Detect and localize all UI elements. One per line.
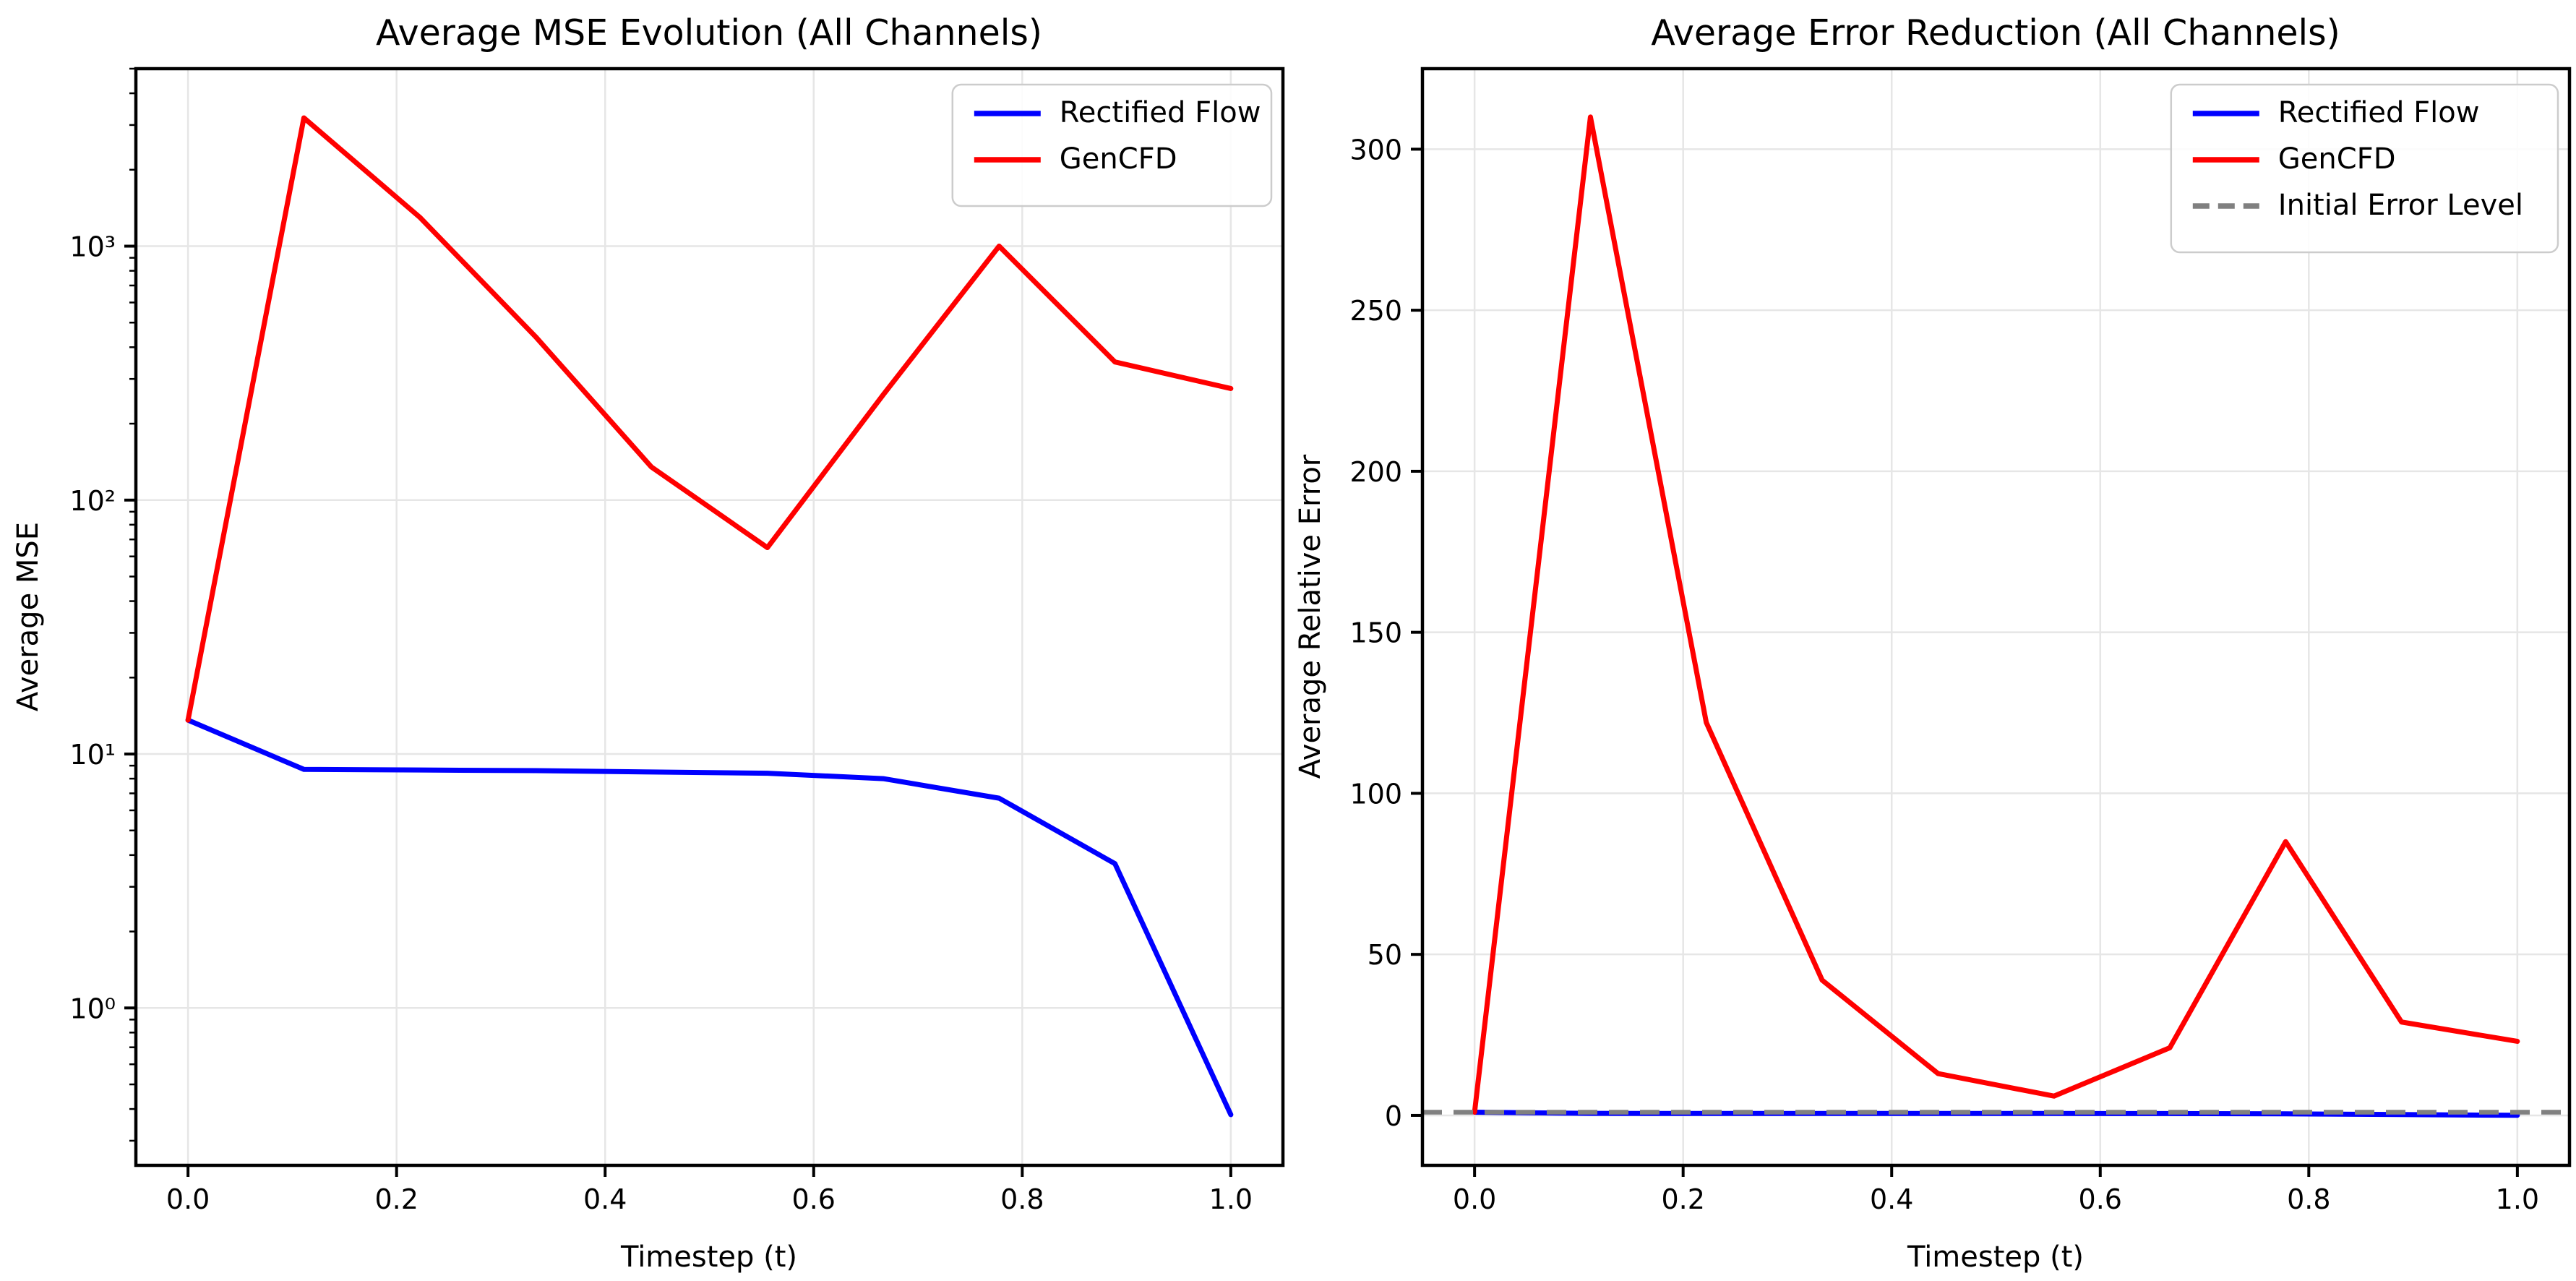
series-line-gencfd [185, 115, 1234, 723]
legend: Rectified Flow GenCFD Initial Error Level [2170, 83, 2559, 254]
y-tick-label: 50 [1368, 939, 1402, 971]
x-tick-label: 0.0 [166, 1183, 210, 1215]
x-tick-label: 0.4 [583, 1183, 627, 1215]
axes-spines [1420, 67, 2572, 1168]
mse-y-axis-label: Average MSE [12, 522, 45, 711]
legend-label-rectified-flow: Rectified Flow [1060, 96, 1261, 129]
mse-x-axis-label: Timestep (t) [620, 1241, 797, 1274]
y-tick-label: 200 [1349, 456, 1402, 488]
mse-chart-title: Average MSE Evolution (All Channels) [376, 12, 1042, 53]
x-tick-label: 0.2 [374, 1183, 418, 1215]
x-tick-label: 0.4 [1870, 1183, 1913, 1215]
y-tick-label: 10³ [69, 231, 116, 263]
x-tick-label: 0.8 [1000, 1183, 1044, 1215]
legend-label-rectified-flow: Rectified Flow [2278, 96, 2480, 129]
mse-evolution-chart: 0.0 0.2 0.4 0.6 0.8 1.0 10⁰ 10¹ 10² 10³ Rectified … [12, 12, 1285, 1274]
error-chart-title: Average Error Reduction (All Channels) [1651, 12, 2340, 53]
series-line-rectified-flow [185, 717, 1234, 1118]
legend-label-initial-error-level: Initial Error Level [2278, 189, 2523, 222]
legend-box [2170, 83, 2559, 254]
x-tick-label: 0.6 [792, 1183, 836, 1215]
axes-spines [134, 67, 1285, 1168]
x-tick-label: 1.0 [2496, 1183, 2539, 1215]
legend-label-gencfd: GenCFD [1060, 142, 1177, 176]
y-tick-label: 150 [1349, 617, 1402, 649]
error-y-axis-label: Average Relative Error [1294, 454, 1327, 779]
x-tick-label: 0.8 [2287, 1183, 2330, 1215]
error-reduction-chart: 0.0 0.2 0.4 0.6 0.8 1.0 0 50 100 150 200 250 300 Rect… [1294, 12, 2572, 1274]
y-tick-label: 10² [69, 485, 116, 517]
x-tick-label: 0.2 [1661, 1183, 1704, 1215]
x-tick-label: 1.0 [1209, 1183, 1253, 1215]
error-plot-area: 0.0 0.2 0.4 0.6 0.8 1.0 0 50 100 150 200 250 300 Rect… [1349, 67, 2572, 1215]
legend: Rectified Flow GenCFD [951, 83, 1273, 207]
x-tick-label: 0.6 [2079, 1183, 2122, 1215]
error-x-axis-label: Timestep (t) [1907, 1241, 2084, 1274]
y-tick-label: 10⁰ [69, 993, 116, 1024]
y-tick-label: 300 [1349, 134, 1402, 166]
y-tick-label: 0 [1385, 1100, 1402, 1132]
x-tick-label: 0.0 [1453, 1183, 1496, 1215]
y-tick-label: 10¹ [69, 739, 116, 771]
series-line-gencfd [1472, 114, 2520, 1115]
y-tick-label: 100 [1349, 778, 1402, 810]
mse-plot-area: 0.0 0.2 0.4 0.6 0.8 1.0 10⁰ 10¹ 10² 10³ Rectified … [69, 67, 1285, 1215]
y-tick-label: 250 [1349, 295, 1402, 327]
legend-label-gencfd: GenCFD [2278, 142, 2396, 176]
